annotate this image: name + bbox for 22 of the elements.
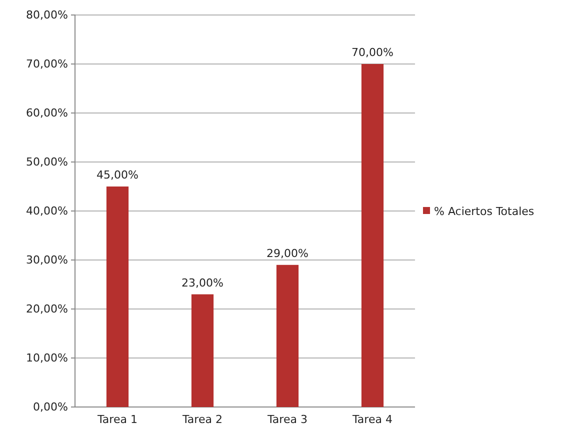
y-tick-label: 70,00%: [26, 58, 68, 71]
y-tick-label: 10,00%: [26, 352, 68, 365]
bar: [276, 264, 299, 407]
x-tick-label: Tarea 1: [96, 412, 138, 426]
bar: [361, 64, 384, 407]
y-tick-label: 20,00%: [26, 302, 68, 316]
bar: [106, 186, 129, 407]
data-label: 29,00%: [266, 246, 308, 260]
y-tick-label: 80,00%: [26, 8, 68, 22]
legend-label: % Aciertos Totales: [434, 205, 534, 218]
x-tick-label: Tarea 3: [266, 412, 308, 426]
y-tick-label: 40,00%: [26, 204, 68, 218]
x-tick-label: Tarea 4: [352, 412, 392, 426]
y-tick-label: 0,00%: [33, 400, 68, 414]
y-tick-label: 30,00%: [26, 254, 68, 267]
data-label: 23,00%: [182, 276, 224, 290]
data-label: 70,00%: [352, 46, 394, 59]
bar: [191, 294, 214, 407]
y-tick-label: 60,00%: [26, 106, 68, 120]
x-tick-label: Tarea 2: [182, 412, 222, 426]
y-tick-label: 50,00%: [26, 156, 68, 169]
data-label: 45,00%: [96, 168, 138, 182]
